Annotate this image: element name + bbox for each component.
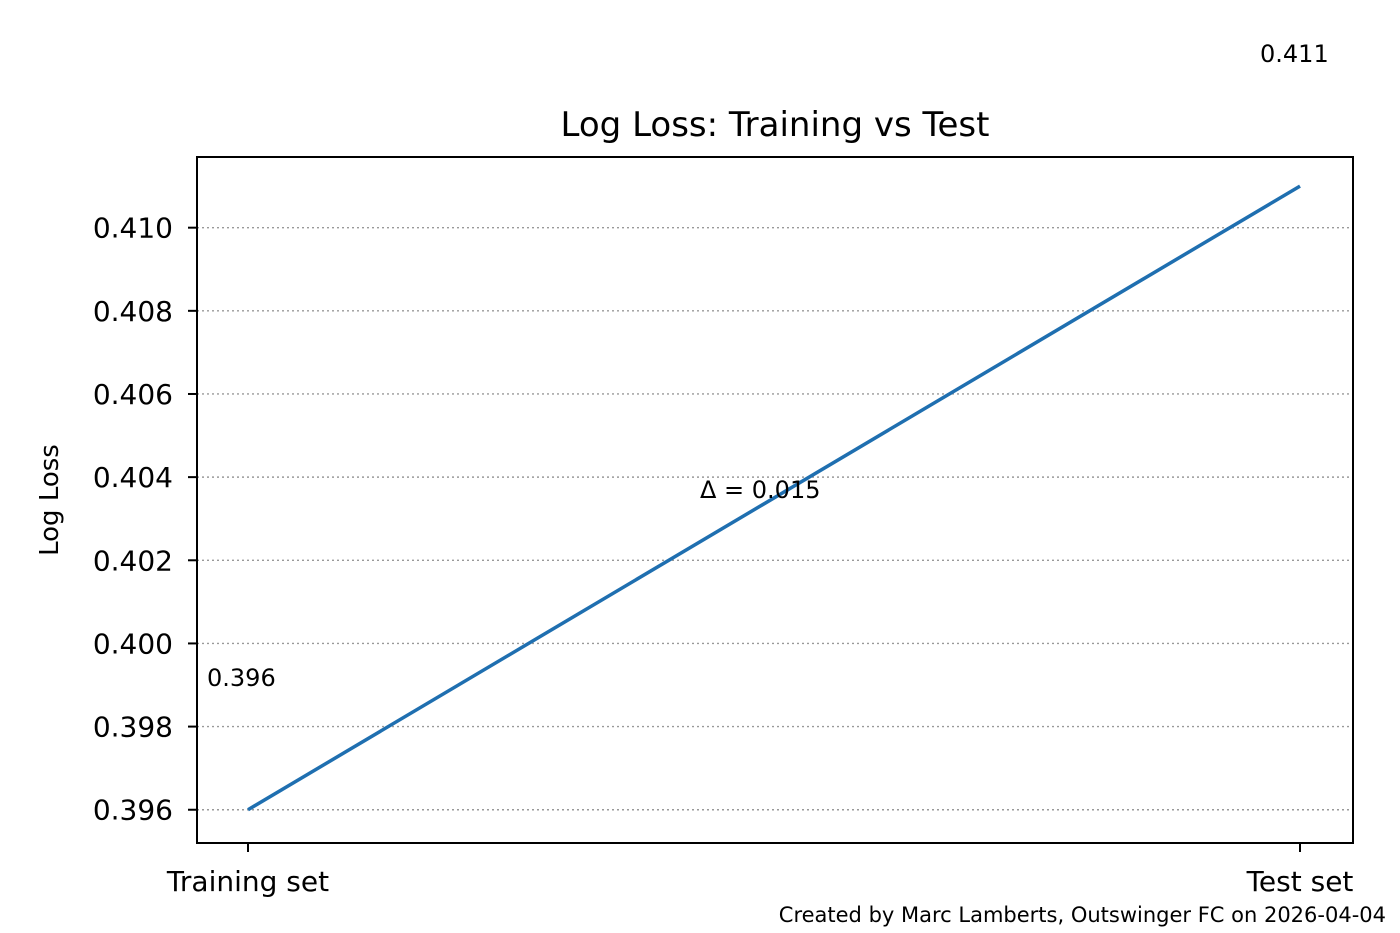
y-tick-label: 0.402 (93, 544, 173, 577)
y-axis: 0.396 0.398 0.400 0.402 0.404 0.406 0.408 0.410 (93, 212, 197, 827)
x-tick-label: Training set (166, 865, 329, 898)
series-layer (247, 184, 1301, 812)
series-line (247, 184, 1301, 812)
chart-title: Log Loss: Training vs Test (561, 105, 990, 145)
y-tick-label: 0.396 (93, 794, 173, 827)
plot-frame (196, 156, 1354, 844)
point-label-training: 0.396 (207, 664, 276, 692)
x-tick-label: Test set (1246, 865, 1354, 898)
y-tick-label: 0.406 (93, 378, 173, 411)
y-tick-label: 0.410 (93, 212, 173, 245)
y-tick-label: 0.398 (93, 711, 173, 744)
y-tick-label: 0.408 (93, 295, 173, 328)
credit-text: Created by Marc Lamberts, Outswinger FC … (779, 903, 1386, 927)
point-label-test: 0.411 (1260, 40, 1329, 68)
y-axis-label: Log Loss (35, 444, 65, 556)
y-tick-label: 0.404 (93, 461, 173, 494)
y-tick-label: 0.400 (93, 627, 173, 660)
delta-annotation: Δ = 0.015 (700, 476, 821, 504)
grid-lines (197, 226, 1353, 811)
x-axis: Training set Test set (166, 843, 1354, 898)
